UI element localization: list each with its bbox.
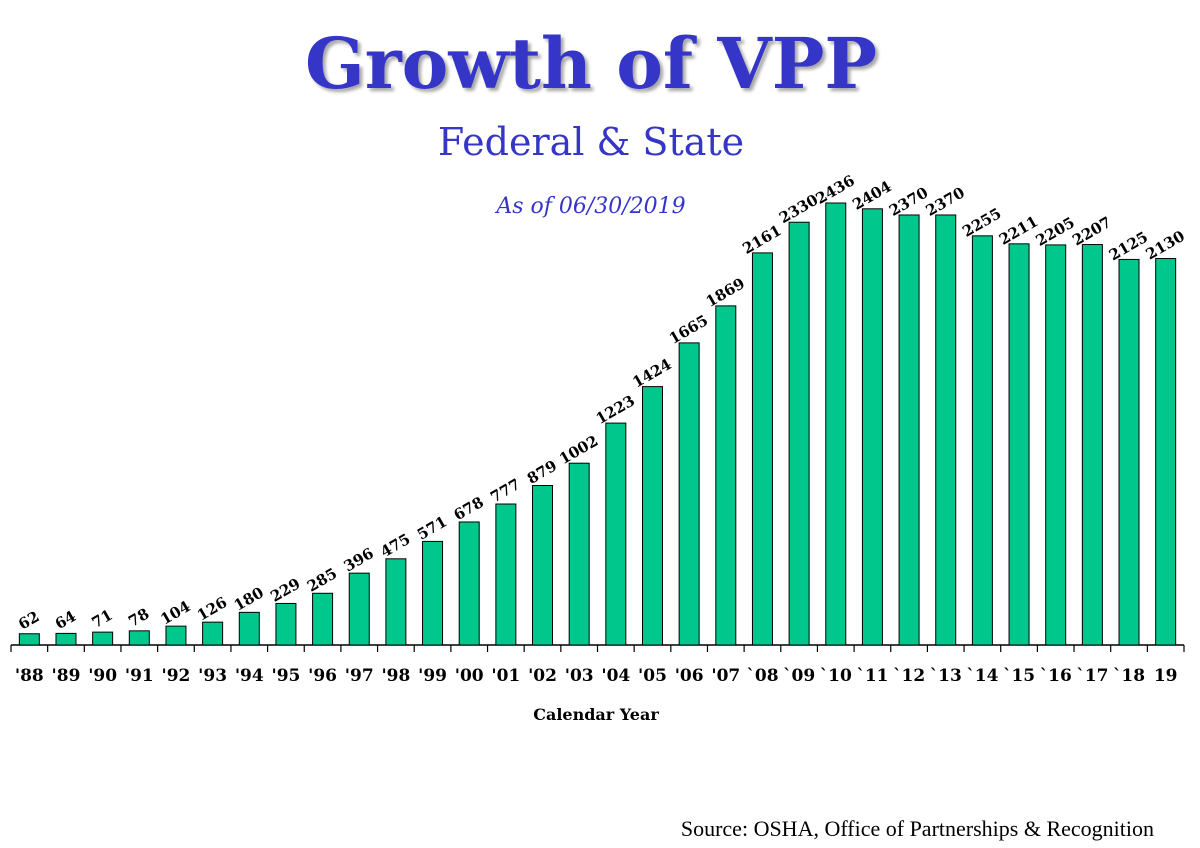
bar-92 — [165, 625, 187, 646]
data-label: 475 — [377, 530, 413, 561]
bar-14 — [971, 235, 993, 646]
x-tick-label: '89 — [52, 666, 81, 686]
x-tick-label: '94 — [235, 666, 264, 686]
data-label: 1869 — [703, 274, 748, 310]
bar-15 — [1008, 243, 1030, 646]
x-tick-label: '98 — [381, 666, 410, 686]
chart-title: Growth of VPP — [305, 22, 877, 105]
x-tick-label: '05 — [638, 666, 667, 686]
bar-95 — [275, 602, 297, 646]
bar-17 — [1081, 244, 1103, 646]
bar-06 — [678, 342, 700, 646]
data-label: 1424 — [629, 355, 674, 391]
bar-99 — [422, 540, 444, 646]
bar-91 — [128, 630, 150, 646]
x-tick-label: '96 — [308, 666, 337, 686]
bar-01 — [495, 503, 517, 646]
x-tick-label: '02 — [528, 666, 557, 686]
x-tick-label: '90 — [88, 666, 117, 686]
x-axis-title: Calendar Year — [533, 705, 659, 724]
bar-19 — [1155, 258, 1177, 646]
bar-16 — [1045, 244, 1067, 646]
bar-94 — [238, 611, 260, 646]
x-tick-label: '01 — [491, 666, 520, 686]
data-label: 126 — [194, 593, 230, 624]
bar-18 — [1118, 258, 1140, 646]
x-tick-label: `18 — [1113, 666, 1145, 686]
chart-subtitle: Federal & State — [437, 120, 745, 164]
x-tick-label: `12 — [893, 666, 925, 686]
x-tick-label: `13 — [930, 666, 962, 686]
bar-04 — [605, 422, 627, 646]
data-label: 229 — [267, 574, 303, 605]
data-label: 777 — [487, 475, 523, 506]
x-tick-label: `16 — [1040, 666, 1072, 686]
x-tick-label: `14 — [966, 666, 998, 686]
x-tick-label: '03 — [565, 666, 594, 686]
bar-00 — [458, 521, 480, 646]
x-tick-label: '93 — [198, 666, 227, 686]
x-tick-label: '07 — [711, 666, 740, 686]
x-tick-label: `10 — [820, 666, 852, 686]
bar-13 — [935, 214, 957, 646]
x-tick-label: '91 — [125, 666, 154, 686]
data-label: 104 — [157, 597, 193, 628]
bar-97 — [348, 572, 370, 646]
bar-90 — [92, 631, 114, 646]
x-tick-label: `09 — [783, 666, 815, 686]
x-tick-label: '92 — [162, 666, 191, 686]
x-tick-label: `17 — [1076, 666, 1108, 686]
x-tick-label: 19 — [1154, 666, 1178, 686]
bar-02 — [532, 485, 554, 646]
bar-09 — [788, 221, 810, 646]
as-of-date: As of 06/30/2019 — [496, 194, 686, 219]
bar-12 — [898, 214, 920, 646]
bar-11 — [861, 208, 883, 646]
bar-93 — [202, 621, 224, 646]
bar-03 — [568, 462, 590, 646]
data-label: 396 — [341, 544, 377, 575]
bar-05 — [641, 386, 663, 646]
data-label: 285 — [304, 564, 340, 595]
bar-96 — [312, 592, 334, 646]
x-tick-label: `11 — [856, 666, 888, 686]
source-note: Source: OSHA, Office of Partnerships & R… — [680, 816, 1154, 841]
bar-08 — [751, 252, 773, 646]
x-tick-label: '97 — [345, 666, 374, 686]
bar-07 — [715, 305, 737, 646]
data-label: 180 — [231, 583, 267, 614]
x-tick-label: '99 — [418, 666, 447, 686]
x-tick-label: `15 — [1003, 666, 1035, 686]
data-label: 879 — [524, 457, 560, 488]
data-label: 571 — [414, 512, 450, 543]
data-label: 1665 — [666, 311, 711, 347]
data-label: 2161 — [739, 221, 784, 257]
data-label: 678 — [451, 493, 487, 524]
x-tick-label: '00 — [455, 666, 484, 686]
data-label: 71 — [89, 606, 116, 632]
data-label: 62 — [15, 607, 42, 633]
data-label: 1223 — [593, 392, 638, 428]
x-tick-label: '95 — [271, 666, 300, 686]
data-label: 1002 — [556, 432, 601, 468]
bar-10 — [825, 202, 847, 646]
x-tick-label: '88 — [15, 666, 44, 686]
x-tick-label: '04 — [601, 666, 630, 686]
data-label: 64 — [52, 607, 79, 633]
x-tick-label: `08 — [746, 666, 778, 686]
bar-88 — [18, 633, 40, 646]
data-label: 78 — [125, 605, 152, 631]
x-tick-label: '06 — [675, 666, 704, 686]
data-label: 2130 — [1143, 227, 1188, 263]
bar-89 — [55, 632, 77, 646]
bar-98 — [385, 558, 407, 646]
